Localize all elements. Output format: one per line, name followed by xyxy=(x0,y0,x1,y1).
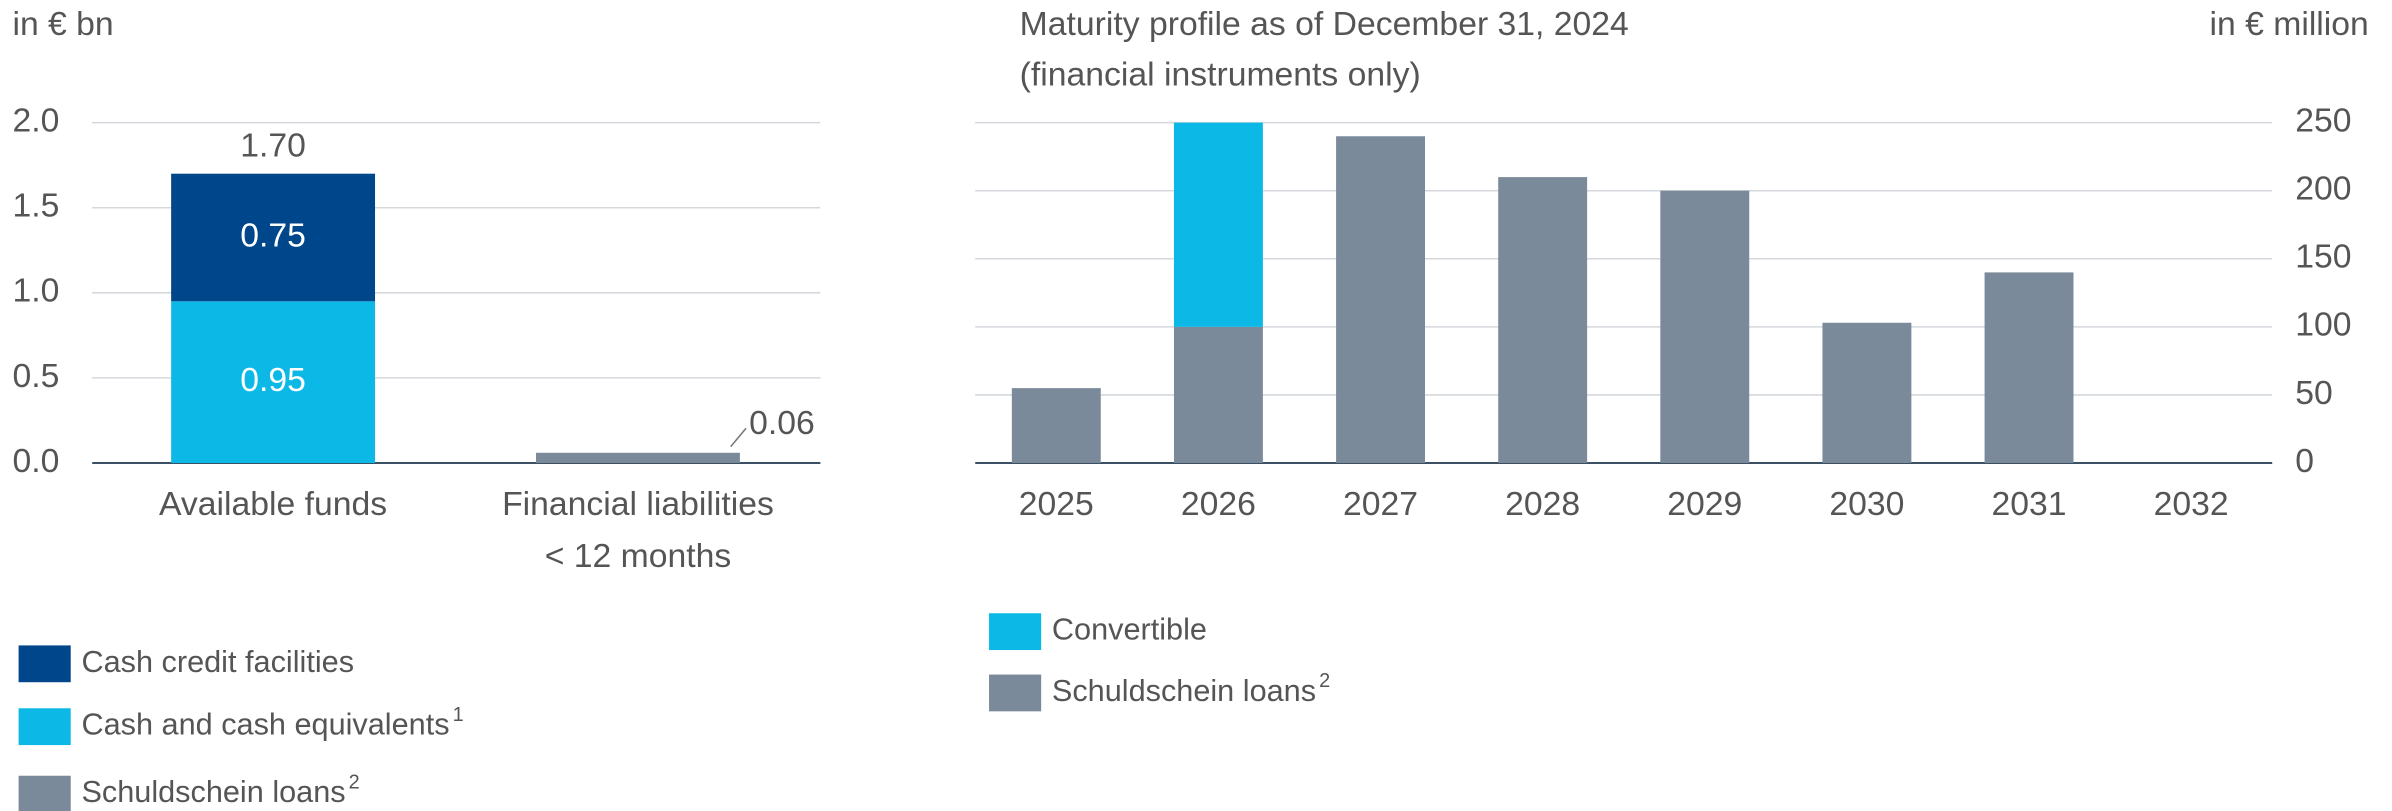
legend-note: 2 xyxy=(1319,670,1330,692)
legend-name: Convertible xyxy=(1052,613,1207,647)
y-axis-label: in € bn xyxy=(12,5,113,43)
chart-subtitle: (financial instruments only) xyxy=(1020,56,1421,94)
legend-name: Cash and cash equivalents xyxy=(81,708,449,742)
y-tick-label: 2.0 xyxy=(12,102,59,140)
x-tick-label: Available funds xyxy=(159,485,387,523)
x-tick-label: 2026 xyxy=(1181,485,1256,523)
bar-segment xyxy=(1498,177,1588,463)
y-axis-label: in € million xyxy=(2210,5,2369,43)
y-tick-label: 150 xyxy=(2295,238,2351,276)
x-tick-label: 2030 xyxy=(1829,485,1904,523)
bar-segment xyxy=(1660,190,1750,463)
x-tick-label-line: Financial liabilities xyxy=(502,485,774,523)
x-tick-label: 2029 xyxy=(1667,485,1742,523)
legend-swatch xyxy=(18,708,71,746)
y-tick-label: 0.5 xyxy=(12,357,59,395)
bar-segment xyxy=(1011,388,1101,463)
legend-swatch xyxy=(18,775,71,811)
legend-label: Cash and cash equivalents 1 xyxy=(81,704,463,742)
x-tick-label-line: < 12 months xyxy=(545,537,732,575)
data-label: 0.06 xyxy=(749,404,815,442)
bar-segment xyxy=(1173,122,1263,327)
bar-segment xyxy=(1984,272,2074,463)
data-label: 0.95 xyxy=(240,361,306,399)
legend-name: Schuldschein loans xyxy=(1052,674,1316,708)
label-leader xyxy=(730,427,747,448)
bar-segment xyxy=(1173,326,1263,463)
total-label: 1.70 xyxy=(240,127,306,165)
bar-segment xyxy=(1336,136,1426,463)
x-tick-label: 2027 xyxy=(1343,485,1418,523)
legend-note: 2 xyxy=(349,772,360,794)
legend-swatch xyxy=(989,613,1042,651)
y-tick-label: 0.0 xyxy=(12,442,59,480)
y-tick-label: 50 xyxy=(2295,374,2333,412)
legend-name: Cash credit facilities xyxy=(81,645,354,679)
chart-title: Maturity profile as of December 31, 2024 xyxy=(1020,5,1629,43)
bar-segment xyxy=(171,301,376,463)
y-tick-label: 0 xyxy=(2295,442,2314,480)
y-tick-label: 1.5 xyxy=(12,187,59,225)
legend-label: Schuldschein loans 2 xyxy=(1052,670,1330,708)
y-tick-label: 100 xyxy=(2295,306,2351,344)
bar-segment xyxy=(1822,322,1912,463)
data-label: 0.75 xyxy=(240,216,306,254)
x-tick-label: 2032 xyxy=(2154,485,2229,523)
y-tick-label: 200 xyxy=(2295,170,2351,208)
legend-label: Cash credit facilities xyxy=(81,645,354,679)
x-tick-label: 2028 xyxy=(1505,485,1580,523)
x-tick-label: Financial liabilities < 12 months xyxy=(502,485,774,575)
bar-segment xyxy=(171,173,376,302)
x-tick-label: 2025 xyxy=(1019,485,1094,523)
y-tick-label: 1.0 xyxy=(12,272,59,310)
legend-name: Schuldschein loans xyxy=(81,775,345,809)
legend-swatch xyxy=(18,645,71,683)
bar-segment xyxy=(536,452,740,463)
x-tick-label: 2031 xyxy=(1992,485,2067,523)
legend-note: 1 xyxy=(453,704,464,726)
legend-swatch xyxy=(989,674,1042,712)
legend-label: Schuldschein loans 2 xyxy=(81,772,359,810)
y-tick-label: 250 xyxy=(2295,102,2351,140)
legend-label: Convertible xyxy=(1052,613,1207,647)
